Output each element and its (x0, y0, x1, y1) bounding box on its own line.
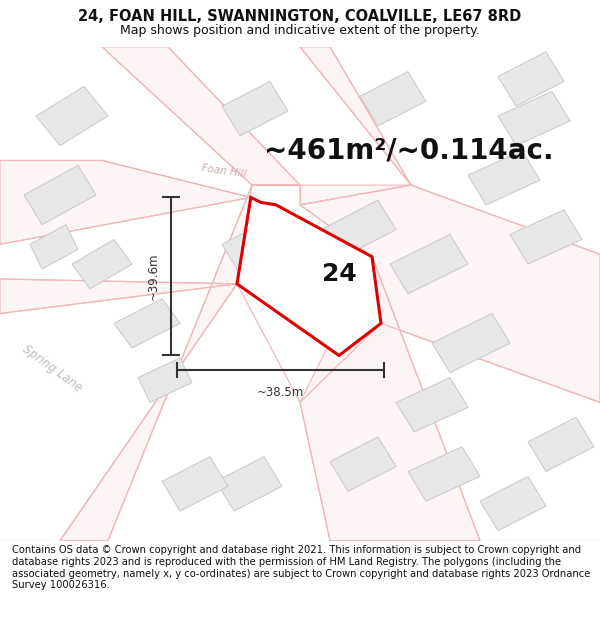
Polygon shape (60, 185, 252, 541)
Text: Contains OS data © Crown copyright and database right 2021. This information is : Contains OS data © Crown copyright and d… (12, 545, 590, 590)
Polygon shape (222, 81, 288, 136)
Polygon shape (312, 200, 396, 264)
Polygon shape (510, 210, 582, 264)
Text: Foan Hill: Foan Hill (200, 163, 246, 179)
Polygon shape (528, 418, 594, 471)
Polygon shape (300, 257, 480, 541)
Polygon shape (432, 314, 510, 372)
Polygon shape (390, 234, 468, 294)
Polygon shape (498, 52, 564, 106)
Polygon shape (162, 457, 228, 511)
Polygon shape (24, 166, 96, 224)
Polygon shape (360, 71, 426, 126)
Text: Map shows position and indicative extent of the property.: Map shows position and indicative extent… (120, 24, 480, 36)
Polygon shape (114, 299, 180, 348)
Polygon shape (72, 239, 132, 289)
Polygon shape (498, 91, 570, 146)
Text: ~461m²/~0.114ac.: ~461m²/~0.114ac. (264, 136, 554, 164)
Polygon shape (216, 457, 282, 511)
Polygon shape (252, 47, 411, 205)
Text: ~39.6m: ~39.6m (146, 253, 160, 300)
Polygon shape (30, 224, 78, 269)
Polygon shape (396, 378, 468, 432)
Polygon shape (102, 47, 300, 185)
Polygon shape (138, 358, 192, 402)
Polygon shape (0, 279, 237, 314)
Polygon shape (330, 437, 396, 491)
Polygon shape (408, 447, 480, 501)
Polygon shape (480, 476, 546, 531)
Polygon shape (300, 185, 600, 402)
Polygon shape (36, 86, 108, 146)
Polygon shape (222, 210, 306, 274)
Polygon shape (237, 198, 381, 356)
Polygon shape (0, 161, 251, 244)
Text: ~38.5m: ~38.5m (257, 386, 304, 399)
Text: 24, FOAN HILL, SWANNINGTON, COALVILLE, LE67 8RD: 24, FOAN HILL, SWANNINGTON, COALVILLE, L… (79, 9, 521, 24)
Text: 24: 24 (322, 262, 356, 286)
Polygon shape (468, 151, 540, 205)
Text: Spring Lane: Spring Lane (20, 342, 85, 394)
